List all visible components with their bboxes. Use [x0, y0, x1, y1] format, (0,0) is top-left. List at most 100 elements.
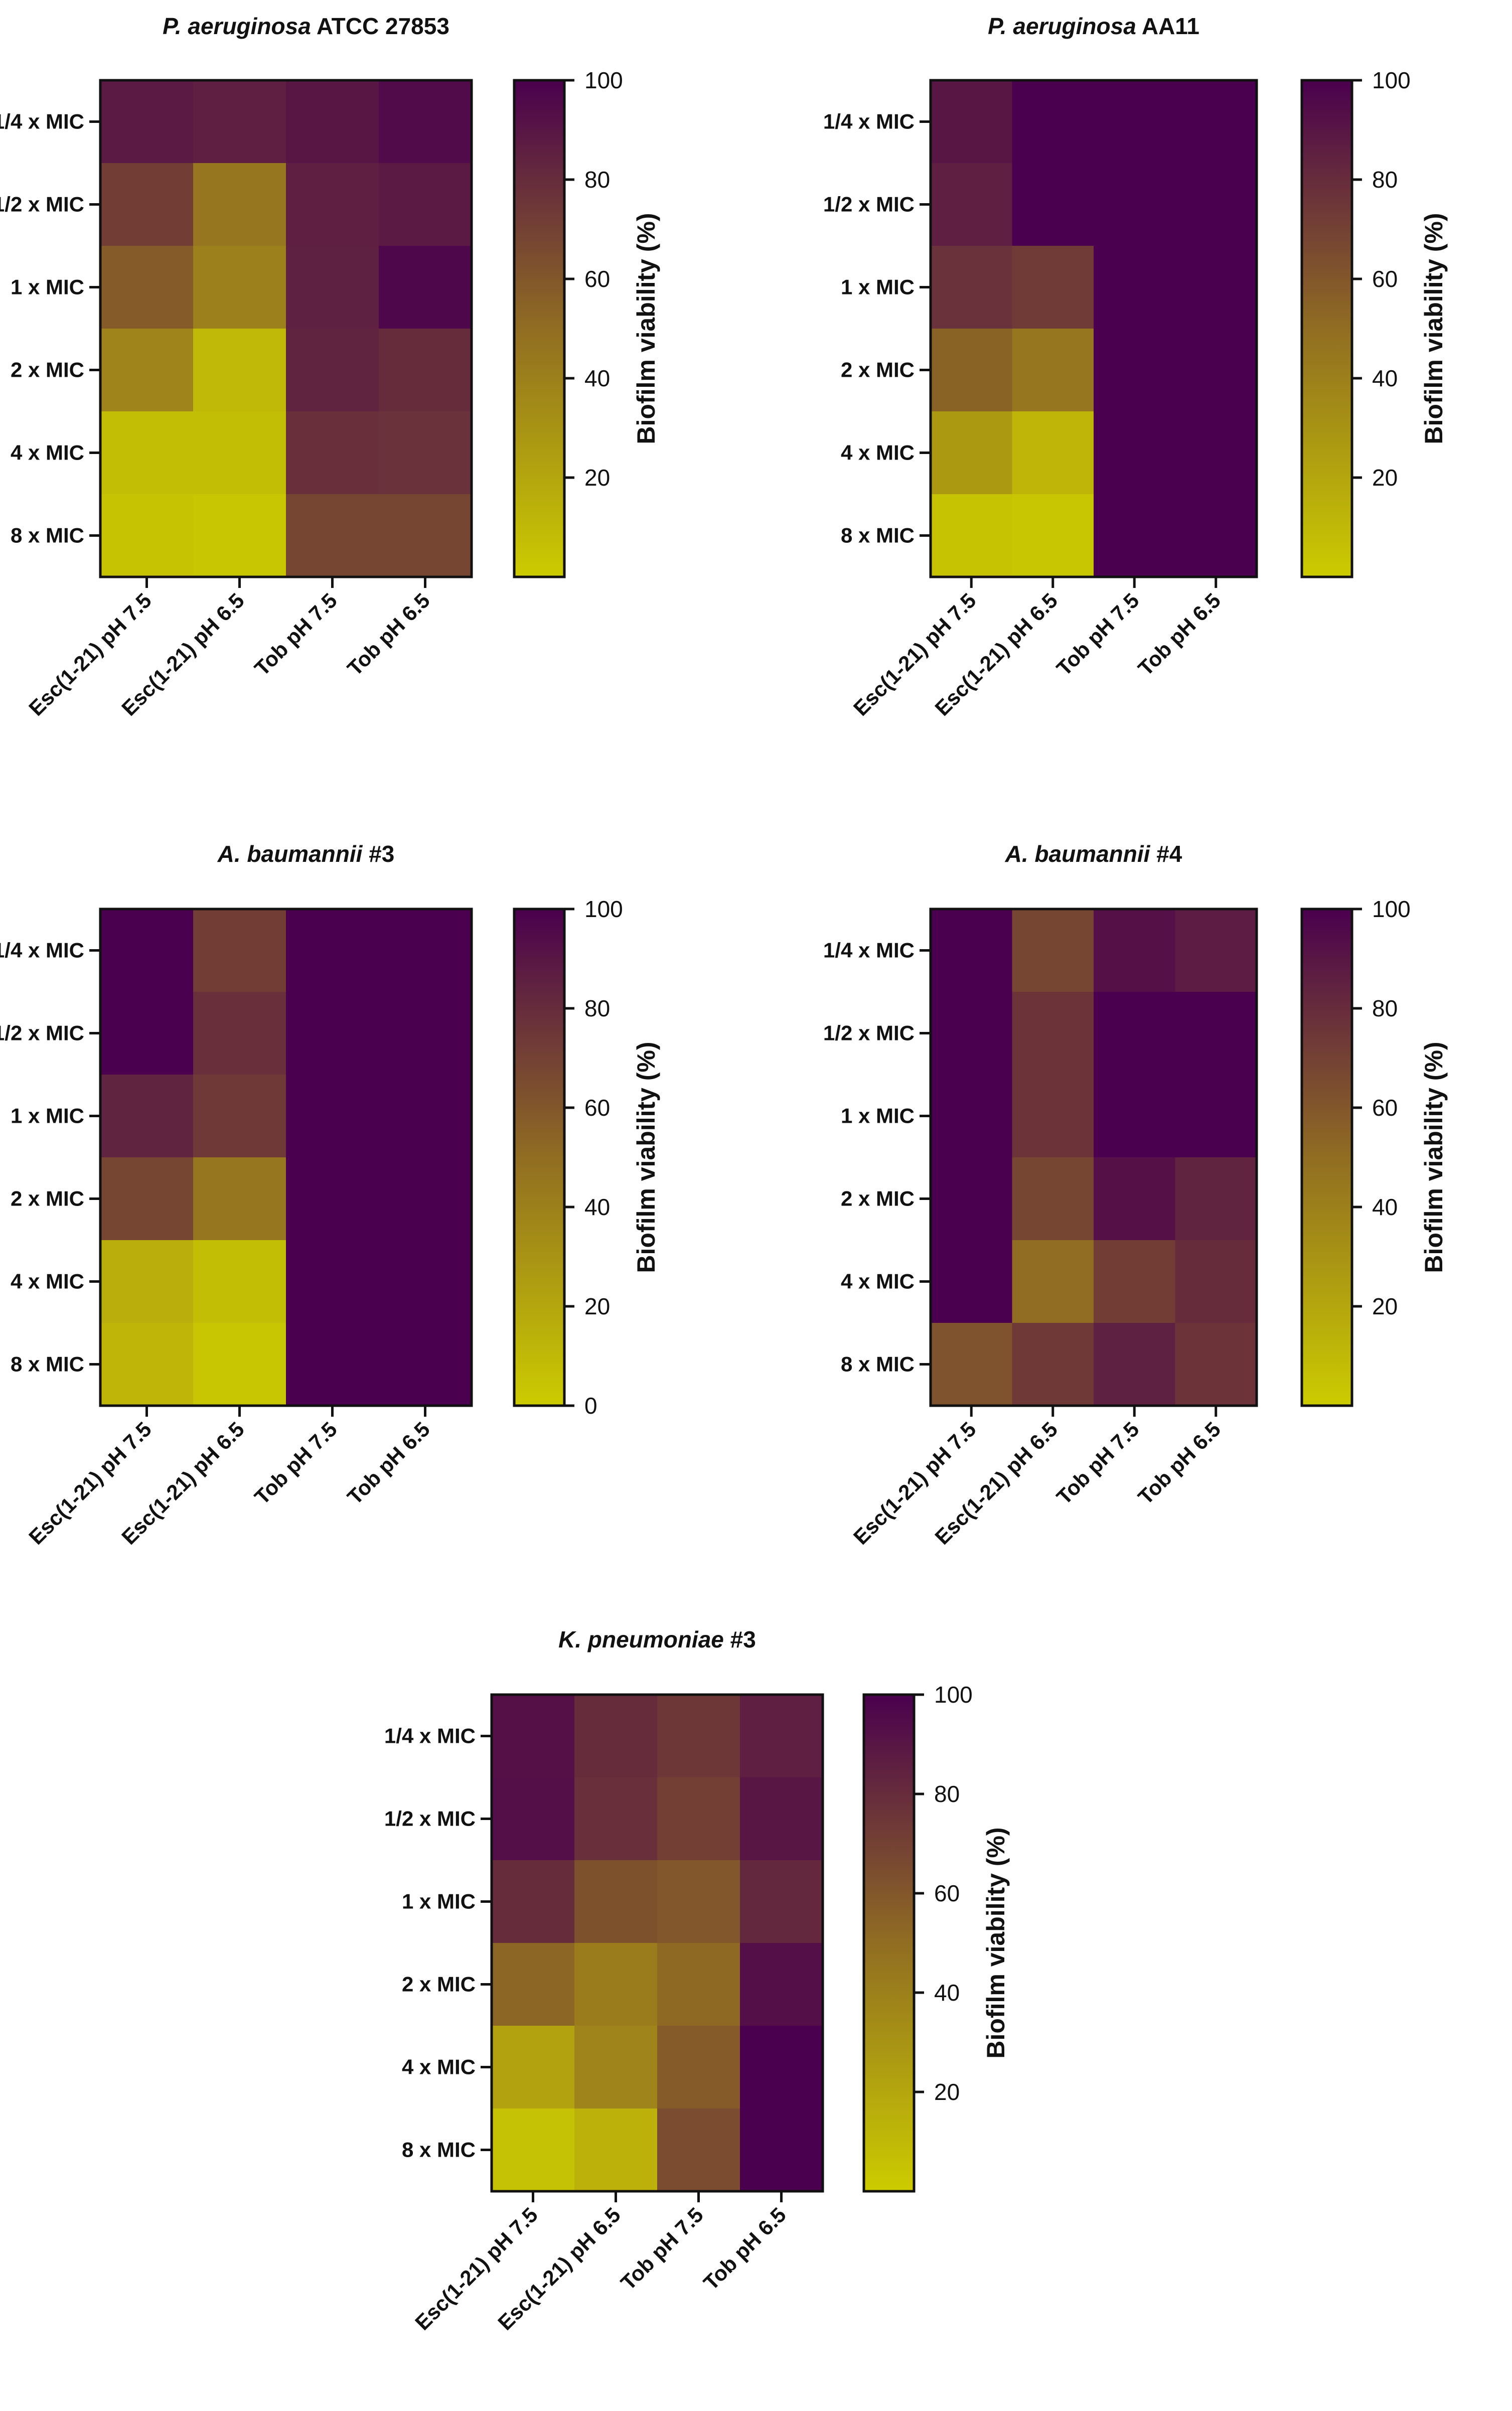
colorbar-tick-label: 40: [934, 1980, 960, 2006]
y-tick-label: 1/4 x MIC: [823, 939, 915, 962]
heatmap-cell: [931, 992, 1013, 1075]
y-tick-label: 8 x MIC: [11, 1352, 84, 1376]
heatmap-cell: [1012, 1323, 1094, 1406]
heatmap-cell: [1175, 1240, 1257, 1323]
panel-title: A. baumannii #4: [1005, 841, 1182, 867]
heatmap-cell: [1094, 1075, 1176, 1158]
colorbar: [862, 1693, 916, 2193]
heatmap-cell: [193, 163, 286, 246]
y-tick-label: 1/2 x MIC: [823, 193, 915, 216]
heatmap-cell: [1175, 1157, 1257, 1241]
heatmap-cell: [492, 1777, 575, 1861]
heatmap-cell: [100, 80, 194, 164]
heatmap-cell: [931, 163, 1013, 246]
heatmap-cell: [1175, 909, 1257, 992]
panel-title-species: P. aeruginosa: [988, 13, 1136, 39]
heatmap-cell: [574, 1943, 658, 2026]
colorbar-tick-label: 20: [934, 2079, 960, 2105]
x-tick-label: Tob pH 7.5: [1052, 1417, 1144, 1509]
y-tick-label: 1 x MIC: [841, 275, 915, 299]
colorbar-label: Biofilm viability (%): [1420, 213, 1448, 444]
heatmap-cell: [379, 1323, 472, 1406]
colorbar-tick-label: 100: [934, 1682, 973, 1708]
heatmap-cell: [379, 80, 472, 164]
colorbar-tick-label: 20: [1372, 1293, 1398, 1319]
heatmap-border: [99, 79, 473, 578]
heatmap-cell: [657, 1695, 740, 1778]
x-tick-label: Tob pH 6.5: [343, 588, 434, 680]
y-tick-label: 1/4 x MIC: [0, 939, 84, 962]
heatmap-cell: [379, 992, 472, 1075]
heatmap-cell: [1012, 80, 1094, 164]
heatmap-panel-3: A. baumannii #3 1/4 x MIC 1/2 x MIC 1 x MIC…: [0, 841, 660, 1549]
y-tick-label: 4 x MIC: [841, 441, 915, 465]
heatmap-cell: [286, 1323, 379, 1406]
heatmap-cell: [1012, 329, 1094, 412]
panel-title-species: P. aeruginosa: [163, 13, 311, 39]
heatmap-cell: [1175, 246, 1257, 329]
colorbar: [513, 79, 566, 578]
x-tick-label: Tob pH 7.5: [1052, 588, 1144, 680]
panel-title-strain: #3: [362, 841, 394, 867]
colorbar-tick-label: 100: [584, 896, 623, 922]
colorbar-tick-label: 40: [1372, 365, 1398, 391]
heatmap-cell: [1012, 246, 1094, 329]
colorbar: [1300, 79, 1353, 578]
heatmap-cell: [193, 80, 286, 164]
x-tick-label: Tob pH 7.5: [616, 2203, 708, 2295]
heatmap-cell: [1094, 1240, 1176, 1323]
y-tick-label: 4 x MIC: [841, 1270, 915, 1293]
heatmap-cell: [1012, 992, 1094, 1075]
heatmap-border: [99, 908, 473, 1407]
heatmap-cell: [1094, 494, 1176, 577]
colorbar-tick-label: 80: [934, 1781, 960, 1807]
y-tick-label: 1/4 x MIC: [823, 110, 915, 133]
heatmap-cell: [1012, 1157, 1094, 1241]
y-tick-label: 1/2 x MIC: [823, 1021, 915, 1045]
y-tick-label: 1/2 x MIC: [384, 1807, 476, 1831]
heatmap-cell: [193, 1157, 286, 1241]
x-tick-label: Tob pH 7.5: [250, 588, 342, 680]
x-tick-label: Tob pH 6.5: [343, 1417, 434, 1509]
heatmap-cell: [931, 329, 1013, 412]
colorbar-label: Biofilm viability (%): [632, 1041, 660, 1273]
heatmap-cell: [492, 1943, 575, 2026]
colorbar-tick-label: 100: [1372, 67, 1411, 93]
colorbar-tick-label: 20: [584, 1293, 610, 1319]
heatmap-cell: [1094, 1157, 1176, 1241]
panel-title: A. baumannii #3: [217, 841, 395, 867]
heatmap-cell: [379, 411, 472, 495]
heatmap-cell: [100, 1075, 194, 1158]
heatmap-cell: [574, 2026, 658, 2109]
heatmap-cell: [1012, 909, 1094, 992]
y-tick-label: 1/2 x MIC: [0, 193, 84, 216]
heatmap-cell: [574, 1777, 658, 1861]
heatmap-cell: [740, 1860, 823, 1943]
colorbar-label: Biofilm viability (%): [1420, 1041, 1448, 1273]
heatmap-cell: [1175, 992, 1257, 1075]
x-tick-label: Tob pH 6.5: [1133, 588, 1225, 680]
heatmap-border: [929, 908, 1258, 1407]
heatmap-cell: [286, 80, 379, 164]
colorbar-tick-label: 80: [1372, 167, 1398, 193]
y-tick-label: 1 x MIC: [402, 1890, 476, 1913]
colorbar-tick-label: 20: [584, 465, 610, 491]
heatmap-cell: [286, 163, 379, 246]
heatmap-cell: [193, 1075, 286, 1158]
colorbar: [513, 908, 566, 1407]
y-tick-label: 8 x MIC: [11, 524, 84, 547]
heatmap-cell: [931, 1157, 1013, 1241]
heatmap-cell: [1012, 1075, 1094, 1158]
heatmap-cell: [379, 329, 472, 412]
x-tick-label: Tob pH 7.5: [250, 1417, 342, 1509]
heatmap-cell: [286, 992, 379, 1075]
heatmap-cell: [379, 1075, 472, 1158]
panel-title-species: A. baumannii: [1005, 841, 1151, 867]
heatmap-cell: [740, 2108, 823, 2192]
heatmap-cell: [1094, 163, 1176, 246]
heatmap-cell: [379, 1157, 472, 1241]
panel-title: K. pneumoniae #3: [558, 1626, 756, 1652]
colorbar-tick-label: 60: [584, 1095, 610, 1121]
panel-title: P. aeruginosa AA11: [988, 13, 1199, 39]
heatmap-cell: [740, 1943, 823, 2026]
